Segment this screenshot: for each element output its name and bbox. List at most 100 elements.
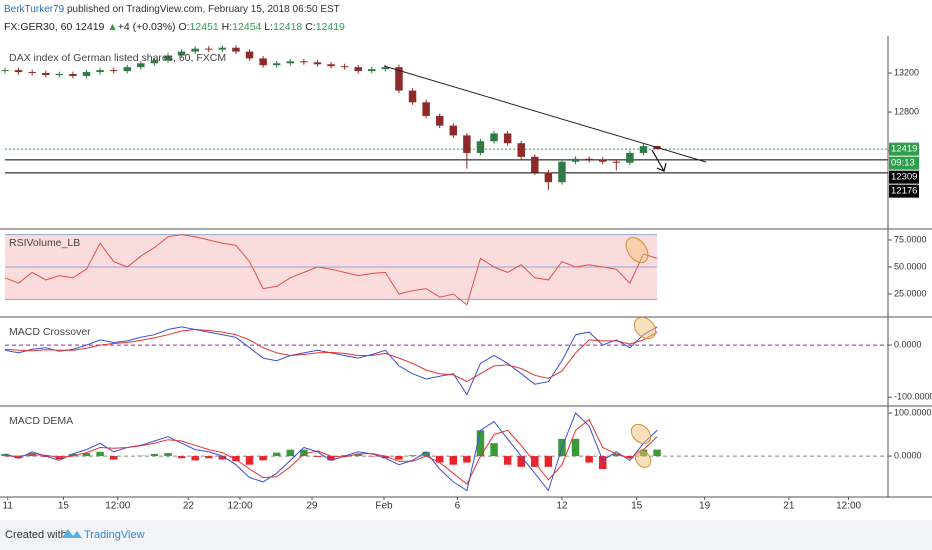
trendline (383, 65, 707, 163)
histogram-bar (177, 456, 186, 459)
h-label: H: (222, 21, 233, 33)
price-tag (889, 170, 919, 184)
histogram-bar (395, 456, 403, 460)
candle-body (476, 141, 485, 153)
highlight (630, 423, 652, 445)
high: 12454 (232, 21, 261, 33)
histogram-bar (449, 456, 458, 465)
candle-body (150, 60, 159, 64)
x-tick-label: 12 (556, 501, 568, 512)
candle-body (191, 48, 199, 52)
histogram-bar (422, 451, 430, 457)
x-tick-label: 15 (58, 501, 70, 512)
histogram-bar (490, 443, 498, 457)
candle-body (1, 70, 9, 72)
header-line: BerkTurker79 published on TradingView.co… (4, 4, 340, 15)
histogram-bar (300, 449, 308, 457)
histogram-bar (313, 456, 322, 457)
histogram-bar (503, 456, 512, 465)
x-tick-label: 22 (183, 501, 195, 512)
candle-body (69, 74, 77, 76)
footer-brand[interactable]: TradingView (84, 529, 145, 541)
open: 12451 (190, 21, 219, 33)
last: 12419 (75, 21, 104, 33)
series-line (4, 234, 658, 306)
footer (0, 520, 932, 550)
histogram-bar (327, 456, 335, 461)
price-tag-label: 12309 (891, 172, 917, 183)
candle-body (422, 102, 430, 116)
candle-body (14, 70, 23, 73)
histogram-bar (232, 456, 240, 462)
histogram-bar (381, 456, 390, 459)
series-line (4, 328, 658, 383)
histogram-bar (585, 456, 593, 463)
candle-body (42, 73, 50, 75)
histogram-bar (96, 451, 104, 457)
countdown: 09:13 (891, 158, 915, 169)
candle-body (164, 55, 172, 61)
histogram-bar (109, 456, 118, 460)
candle-body (639, 146, 648, 153)
candle-body (544, 172, 553, 183)
pane-title: MACD DEMA (9, 415, 73, 427)
x-tick-label: 12:00 (105, 501, 130, 512)
candle-body (490, 133, 498, 142)
l-label: L: (264, 21, 273, 33)
histogram-bar (571, 438, 580, 457)
candle-body (612, 161, 621, 163)
histogram-bar (82, 453, 91, 457)
footer-text: Created with (5, 529, 67, 541)
candle-body (463, 135, 471, 153)
histogram-bar (164, 453, 172, 457)
price-tag (889, 142, 919, 156)
y-tick-label: 12800 (894, 106, 919, 116)
candle-body (449, 125, 458, 136)
x-tick-label: Feb (375, 501, 393, 512)
candle-body (123, 67, 131, 72)
candle-body (205, 48, 213, 50)
y-tick-label: 100.0000 (894, 407, 932, 417)
histogram-bar (476, 430, 485, 457)
histogram-bar (14, 456, 23, 459)
histogram-bar (612, 453, 621, 457)
pane-title: RSIVolume_LB (9, 237, 80, 249)
candle-body (259, 58, 267, 66)
highlight (634, 450, 652, 468)
candle-body (218, 47, 227, 50)
low: 12418 (273, 21, 302, 33)
histogram-bar (218, 456, 227, 460)
histogram-bar (354, 453, 362, 457)
histogram-bar (435, 456, 444, 463)
candle-body (327, 64, 335, 67)
x-tick-label: 21 (783, 501, 795, 512)
x-tick-label: 11 (3, 501, 14, 512)
x-tick-label: 6 (455, 501, 461, 512)
histogram-bar (531, 456, 539, 467)
y-tick-label: 13200 (894, 67, 919, 77)
candle-body (137, 63, 145, 68)
candle-body (395, 67, 403, 91)
countdown-box (889, 156, 919, 170)
histogram-bar (205, 456, 213, 459)
histogram-bar (69, 453, 77, 457)
candle-body (286, 61, 295, 64)
candle-body (232, 47, 240, 52)
y-tick-label: 75.0000 (894, 234, 927, 244)
candle-body (558, 161, 566, 183)
y-tick-label: 25.0000 (894, 288, 927, 298)
candle-body (571, 158, 580, 162)
price-tag (889, 184, 919, 198)
histogram-bar (598, 456, 607, 470)
histogram-bar (245, 456, 254, 465)
histogram-bar (463, 456, 471, 463)
price-tag-label: 12176 (891, 186, 917, 197)
histogram-bar (517, 456, 525, 467)
histogram-bar (653, 449, 661, 457)
candle-body (503, 133, 512, 144)
author[interactable]: BerkTurker79 (4, 4, 65, 15)
candle-body (585, 158, 593, 160)
symbol: FX:GER30, 60 (4, 21, 72, 33)
y-tick-label: 50.0000 (894, 261, 927, 271)
